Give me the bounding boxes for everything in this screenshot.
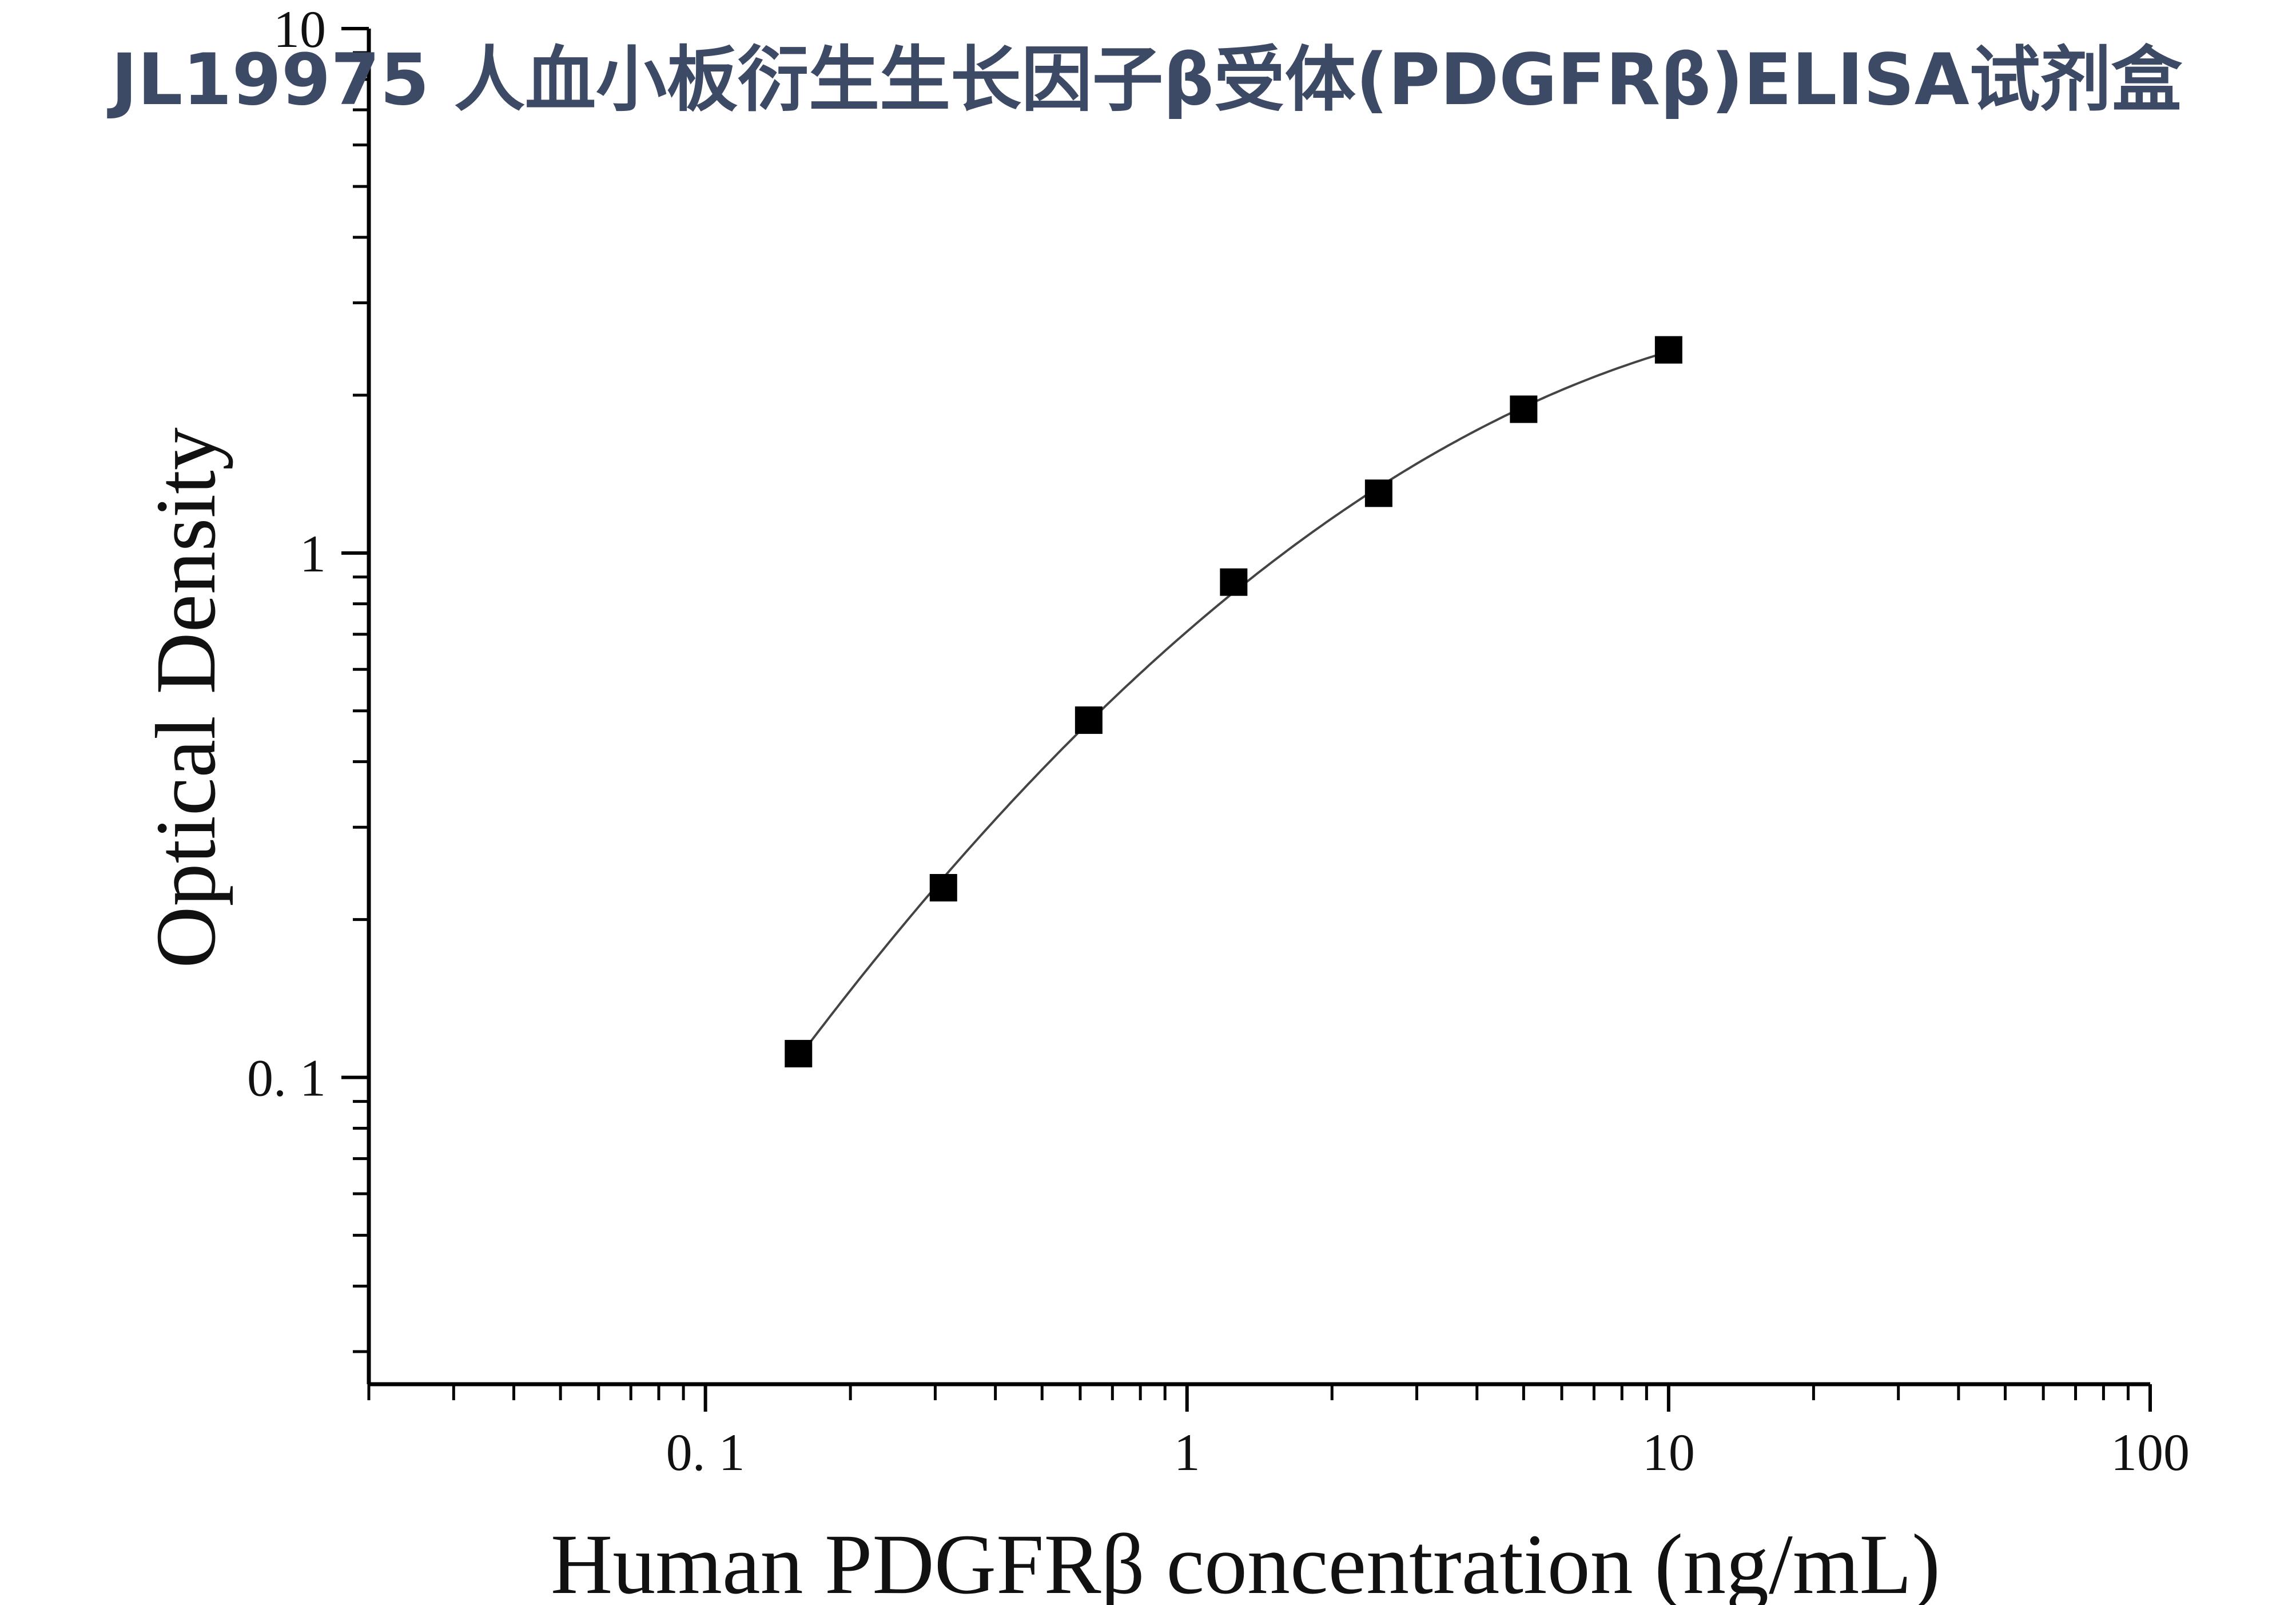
data-point — [1075, 706, 1103, 734]
data-point — [1364, 479, 1392, 507]
tick-labels: 0. 1 1 10 100 0. 1 1 10 — [247, 0, 2190, 1481]
axes — [341, 27, 2152, 1412]
y-axis-title: Optical Density — [138, 427, 233, 968]
data-point — [785, 1040, 813, 1068]
x-tick-label: 0. 1 — [666, 1423, 745, 1481]
x-tick-label: 1 — [1174, 1423, 1200, 1481]
data-point — [1510, 395, 1538, 423]
chart-title: JL19975 人血小板衍生生长因子β受体(PDGFRβ)ELISA试剂盒 — [107, 39, 2182, 121]
y-tick-label: 1 — [300, 525, 326, 583]
data-point — [1654, 336, 1682, 364]
y-tick-label: 10 — [273, 0, 326, 58]
x-tick-label: 10 — [1642, 1423, 1695, 1481]
x-tick-label: 100 — [2111, 1423, 2190, 1481]
x-axis-title: Human PDGFRβ concentration (ng/mL) — [551, 1517, 1940, 1605]
data-points — [785, 336, 1682, 1068]
y-tick-label: 0. 1 — [247, 1049, 326, 1107]
data-point — [1220, 568, 1248, 596]
data-point — [929, 873, 957, 901]
